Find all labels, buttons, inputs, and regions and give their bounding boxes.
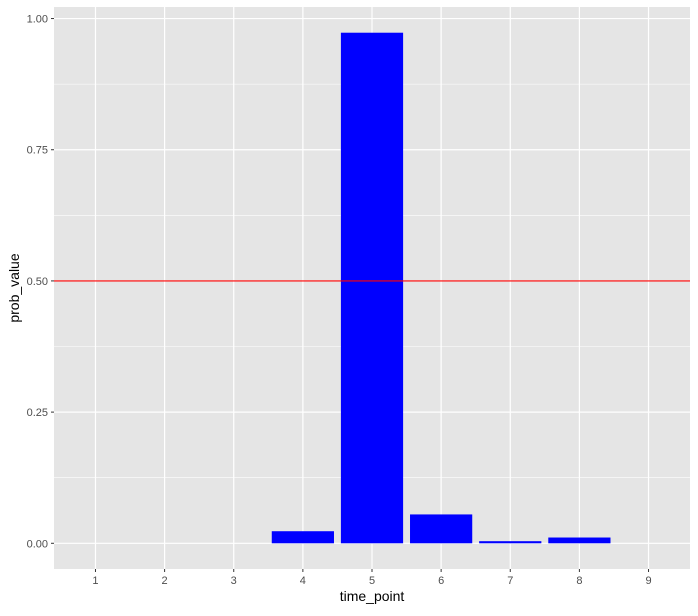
x-tick-label: 5 xyxy=(369,575,375,587)
x-tick-label: 6 xyxy=(438,575,444,587)
x-tick-label: 4 xyxy=(300,575,306,587)
x-axis: 1 2 3 4 5 6 7 8 9 xyxy=(92,569,652,587)
bar-4 xyxy=(271,531,334,544)
x-tick-label: 8 xyxy=(576,575,582,587)
bar-7 xyxy=(479,541,542,544)
y-tick-label: 0.25 xyxy=(27,407,48,419)
x-tick-label: 9 xyxy=(645,575,651,587)
bar-6 xyxy=(410,514,473,544)
bar-5 xyxy=(340,32,404,544)
bars xyxy=(271,32,611,544)
x-tick-label: 2 xyxy=(162,575,168,587)
y-tick-label: 0.75 xyxy=(27,145,48,157)
x-tick-label: 1 xyxy=(92,575,98,587)
bar-8 xyxy=(548,537,611,544)
x-axis-title: time_point xyxy=(340,588,405,604)
y-tick-label: 1.00 xyxy=(27,14,48,26)
x-tick-label: 3 xyxy=(231,575,237,587)
x-tick-label: 7 xyxy=(507,575,513,587)
y-tick-label: 0.00 xyxy=(27,538,48,550)
y-axis: 0.00 0.25 0.50 0.75 1.00 xyxy=(27,14,54,550)
y-axis-title: prob_value xyxy=(6,253,22,322)
y-tick-label: 0.50 xyxy=(27,276,48,288)
